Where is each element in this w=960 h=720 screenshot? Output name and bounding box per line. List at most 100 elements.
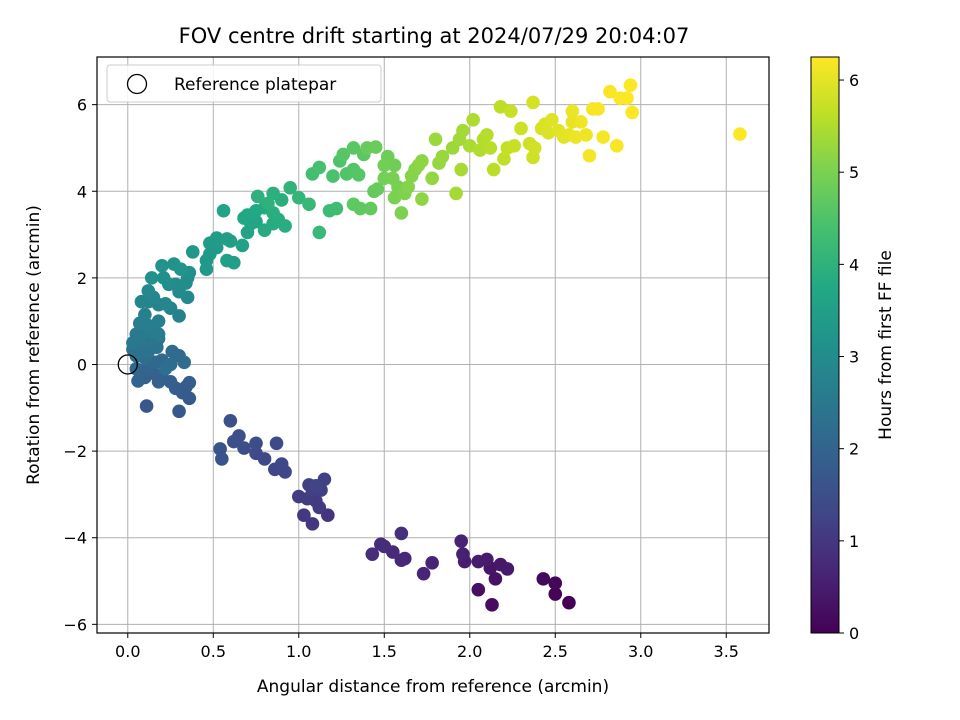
scatter-point [623, 78, 638, 92]
scatter-point [274, 457, 289, 471]
scatter-point [596, 130, 610, 144]
scatter-point [223, 413, 238, 428]
scatter-point [329, 201, 344, 216]
colorbar: 0 1 2 3 4 5 6 Hours from first FF file [810, 56, 896, 643]
scatter-point [302, 197, 316, 212]
scatter-point [462, 138, 477, 153]
colorbar-tick-label: 3 [849, 348, 859, 367]
scatter-point [226, 434, 241, 449]
scatter-point [548, 576, 563, 590]
scatter-point [172, 404, 186, 419]
scatter-point [620, 91, 634, 105]
scatter-point [568, 130, 583, 144]
scatter-point [466, 112, 480, 127]
data-points [117, 78, 747, 612]
scatter-point [213, 442, 227, 456]
scatter-point [562, 595, 576, 610]
x-tick-label: 0.5 [201, 642, 226, 661]
colorbar-tick-label: 1 [849, 532, 859, 551]
scatter-point [309, 478, 323, 493]
grid-lines [97, 57, 769, 633]
scatter-point [471, 582, 486, 597]
scatter-point [574, 115, 588, 129]
scatter-point [425, 171, 439, 186]
scatter-point [173, 262, 188, 277]
scatter-point [428, 132, 443, 147]
colorbar-tick-label: 5 [849, 163, 859, 182]
scatter-point [151, 314, 166, 328]
scatter-point [541, 125, 556, 140]
scatter-point [237, 441, 251, 455]
y-tick-label: −2 [63, 442, 87, 461]
scatter-point [493, 100, 508, 114]
x-tick-label: 1.0 [286, 642, 311, 661]
y-tick-label: 4 [77, 182, 87, 201]
scatter-point [312, 225, 327, 240]
scatter-point [305, 517, 320, 531]
scatter-point [156, 271, 171, 285]
scatter-point [579, 128, 593, 142]
x-tick-label: 3.0 [628, 642, 653, 661]
scatter-point [249, 446, 263, 461]
scatter-point [401, 180, 416, 194]
scatter-point [139, 399, 154, 413]
scatter-point [394, 206, 409, 220]
scatter-point [377, 158, 392, 173]
colorbar-tick-label: 2 [849, 440, 859, 459]
y-tick-label: 0 [77, 355, 87, 374]
scatter-point [235, 238, 250, 253]
reference-platepar-marker [117, 354, 138, 375]
y-tick-label: −6 [63, 615, 87, 634]
scatter-point [209, 231, 224, 245]
scatter-point [449, 186, 463, 201]
plot-frame [96, 56, 770, 634]
scatter-point [269, 436, 284, 451]
scatter-point [261, 196, 275, 211]
scatter-point [565, 104, 580, 118]
x-tick-label: 2.5 [543, 642, 568, 661]
colorbar-label: Hours from first FF file [876, 250, 896, 440]
scatter-point [374, 537, 388, 552]
x-tick-label: 2.0 [457, 642, 482, 661]
scatter-point [370, 182, 385, 196]
legend-label: Reference platepar [174, 75, 336, 95]
scatter-point [353, 201, 368, 216]
y-axis: −6 −4 −2 0 2 4 6 [63, 96, 97, 634]
scatter-point [283, 180, 298, 195]
colorbar-tick-label: 6 [849, 71, 859, 90]
scatter-point [394, 526, 409, 541]
scatter-point [297, 508, 311, 523]
scatter-point [336, 147, 351, 162]
scatter-point [250, 189, 265, 204]
scatter-point [312, 500, 327, 515]
scatter-point [485, 598, 499, 612]
scatter-point [480, 128, 494, 142]
chart-title: FOV centre drift starting at 2024/07/29 … [179, 24, 690, 48]
y-tick-label: 2 [77, 269, 87, 288]
scatter-point [223, 234, 238, 248]
colorbar-tick-label: 0 [849, 624, 859, 643]
scatter-point [483, 141, 498, 155]
scatter-point [504, 104, 518, 118]
x-axis: 0.0 0.5 1.0 1.5 2.0 2.5 3.0 3.5 [115, 633, 739, 661]
scatter-point [226, 255, 241, 270]
colorbar-ticks: 0 1 2 3 4 5 6 [839, 71, 859, 643]
scatter-point [415, 192, 429, 206]
scatter-point [514, 121, 528, 136]
x-tick-label: 0.0 [115, 642, 140, 661]
legend-box [106, 64, 382, 103]
y-axis-label: Rotation from reference (arcmin) [24, 205, 44, 485]
scatter-point [144, 271, 159, 285]
scatter-point [473, 143, 487, 157]
scatter-point [486, 162, 501, 177]
scatter-point [346, 141, 361, 155]
scatter-point [185, 245, 200, 259]
scatter-point [435, 149, 450, 164]
scatter-point [415, 154, 429, 168]
x-tick-label: 1.5 [372, 642, 397, 661]
scatter-point [471, 554, 486, 569]
scatter-point [237, 211, 251, 225]
y-tick-label: −4 [63, 529, 87, 548]
scatter-point [548, 587, 563, 601]
x-tick-label: 3.5 [714, 642, 739, 661]
